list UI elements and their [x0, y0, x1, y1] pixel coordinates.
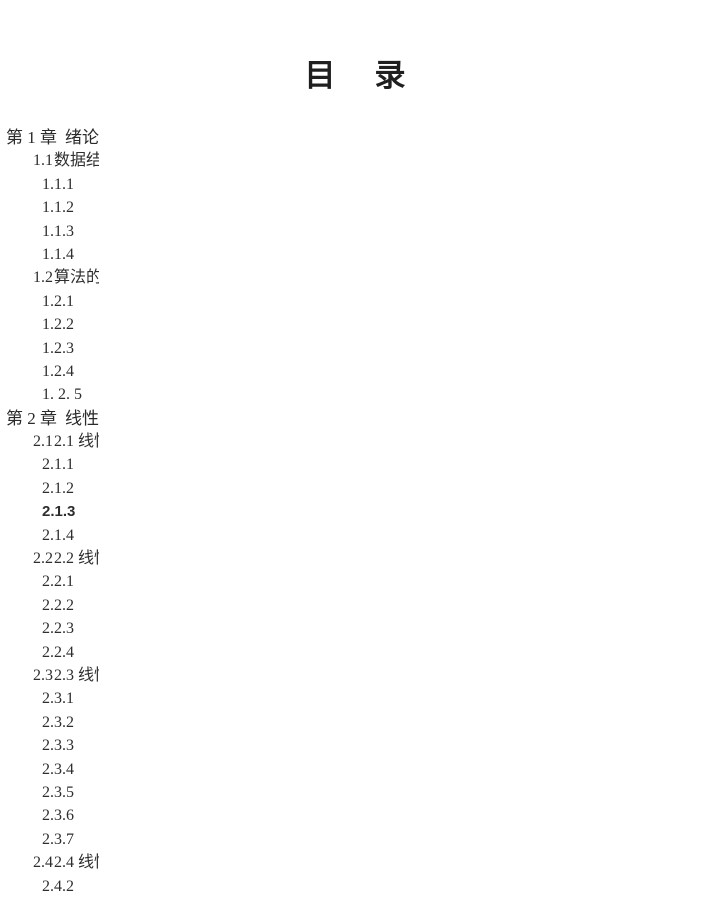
chapter-title: 绪论 — [65, 128, 99, 147]
entry-number: 2.2 — [33, 550, 53, 568]
entry-number: 2.2.4 — [42, 643, 74, 661]
entry-number: 2.2.1 — [42, 573, 74, 591]
entry-number: 2.1.3 — [42, 503, 76, 521]
entry-number: 2.3.2 — [42, 713, 74, 731]
entry-number: 1.1.1 — [42, 175, 74, 193]
entry-number: 1.1.4 — [42, 245, 74, 263]
entry-number: 1. 2. 5 — [42, 386, 82, 404]
chapter-label: 第 1 章 — [6, 128, 57, 147]
entry-number: 1.1.3 — [42, 222, 74, 240]
entry-number: 2.3.6 — [42, 807, 74, 825]
entry-number: 2.2.3 — [42, 620, 74, 638]
entry-number: 2.3.4 — [42, 760, 74, 778]
entry-number: 1.2.2 — [42, 316, 74, 334]
entry-number: 2.2.2 — [42, 596, 74, 614]
toc-list: 第 1 章绪论11.1数据结构的基本概念....................… — [0, 126, 714, 911]
entry-number: 1.1.2 — [42, 199, 74, 217]
entry-number: 2.3.7 — [42, 830, 74, 848]
entry-number: 1.2.1 — [42, 292, 74, 310]
entry-number: 2.4.2 — [42, 877, 74, 895]
entry-number: 1.1 — [33, 152, 53, 170]
entry-number: 2.3.1 — [42, 690, 74, 708]
entry-number: 2.3.3 — [42, 737, 74, 755]
entry-number: 2.3 — [33, 666, 53, 684]
entry-number: 1.2.4 — [42, 362, 74, 380]
page-number: 60 — [192, 874, 714, 911]
entry-number: 2.3.5 — [42, 783, 74, 801]
entry-number: 1.2 — [33, 269, 53, 287]
entry-number: 2.1.4 — [42, 526, 74, 544]
entry-number: 2.1.1 — [42, 456, 74, 474]
entry-number: 2.1 — [33, 433, 53, 451]
page-title: 目 录 — [304, 58, 410, 93]
chapter-label: 第 2 章 — [6, 408, 57, 428]
entry-number: 1.2.3 — [42, 339, 74, 357]
entry-number: 2.1.2 — [42, 479, 74, 497]
entry-number: 2.4 — [33, 854, 53, 872]
